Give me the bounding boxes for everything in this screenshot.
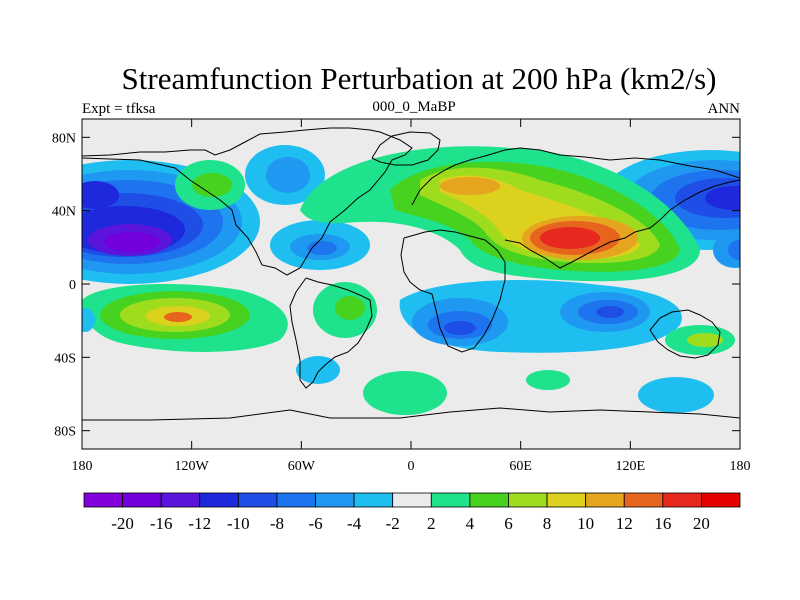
colorbar-label: 4 xyxy=(466,514,475,533)
colorbar-swatch xyxy=(701,492,741,508)
colorbar-label: 16 xyxy=(654,514,671,533)
colorbar-swatch xyxy=(353,492,394,508)
colorbar-label: 20 xyxy=(693,514,710,533)
colorbar-label: 12 xyxy=(616,514,633,533)
colorbar-swatch xyxy=(122,492,162,508)
chart-title: Streamfunction Perturbation at 200 hPa (… xyxy=(122,61,717,96)
contour-s-pacific-high xyxy=(82,284,288,352)
colorbar-label: -2 xyxy=(386,514,400,533)
x-tick-label: 180 xyxy=(72,459,93,474)
y-axis-ticks: 80N 40N 0 40S 80S xyxy=(52,131,740,440)
y-tick-label: 0 xyxy=(69,278,76,293)
coast-south-america xyxy=(289,277,373,389)
y-tick-label: 40N xyxy=(52,205,76,220)
x-tick-label: 60W xyxy=(288,459,316,474)
x-tick-label: 120W xyxy=(175,459,210,474)
colorbar-label: 8 xyxy=(543,514,552,533)
colorbar-label: -4 xyxy=(347,514,362,533)
x-tick-label: 180 xyxy=(730,459,751,474)
subtitle-left: Expt = tfksa xyxy=(82,101,156,117)
coast-africa xyxy=(400,229,506,353)
colorbar-swatch xyxy=(392,492,432,508)
coast-australia xyxy=(649,309,721,359)
x-tick-label: 60E xyxy=(509,459,532,474)
colorbar-swatch xyxy=(276,492,316,508)
coast-eurasia xyxy=(411,147,740,206)
contour-atlantic-high xyxy=(313,282,377,338)
colorbar-swatch xyxy=(83,492,123,508)
map-panel: 180 120W 60W 0 60E 120E 180 80N 40N 0 40S 80S xyxy=(52,118,751,474)
colorbar-label: -12 xyxy=(188,514,211,533)
colorbar-label: -10 xyxy=(227,514,250,533)
colorbar-label: -6 xyxy=(308,514,322,533)
contour-n-america-low xyxy=(245,145,370,270)
x-tick-label: 0 xyxy=(408,459,415,474)
colorbar-swatch xyxy=(508,492,548,508)
y-tick-label: 80N xyxy=(52,131,76,146)
coast-antarctica xyxy=(82,407,740,421)
colorbar-label: 6 xyxy=(504,514,513,533)
colorbar-swatch xyxy=(662,492,702,508)
contour-n-america-high xyxy=(175,160,245,210)
coast-greenland xyxy=(371,131,441,166)
colorbar-label: -20 xyxy=(111,514,134,533)
contour-se-pacific-high xyxy=(665,325,735,355)
x-tick-label: 120E xyxy=(616,459,646,474)
colorbar-swatch xyxy=(585,492,625,508)
colorbar-swatch xyxy=(430,492,471,508)
colorbar: -20 -16 -12 -10 -8 -6 -4 -2 2 4 6 8 10 12 16 20 xyxy=(83,492,741,533)
colorbar-swatch xyxy=(237,492,278,508)
colorbar-label: -8 xyxy=(270,514,284,533)
colorbar-swatch xyxy=(623,492,664,508)
coastlines xyxy=(82,127,740,421)
contour-southern-ocean xyxy=(82,308,714,415)
coast-asia-south xyxy=(504,179,740,269)
colorbar-swatch xyxy=(546,492,587,508)
subtitle-center: 000_0_MaBP xyxy=(372,99,455,115)
colorbar-label: 10 xyxy=(577,514,594,533)
colorbar-swatch xyxy=(199,492,239,508)
y-tick-label: 40S xyxy=(54,351,76,366)
colorbar-label: -16 xyxy=(150,514,173,533)
colorbar-swatch xyxy=(469,492,509,508)
subtitle-right: ANN xyxy=(708,101,741,117)
colorbar-swatch xyxy=(160,492,201,508)
x-axis-ticks: 180 120W 60W 0 60E 120E 180 xyxy=(72,119,751,474)
contour-indian-ocean-low xyxy=(399,280,682,353)
y-tick-label: 80S xyxy=(54,425,76,440)
colorbar-label: 2 xyxy=(427,514,436,533)
coast-north-america xyxy=(82,127,413,276)
colorbar-swatch xyxy=(315,492,355,508)
